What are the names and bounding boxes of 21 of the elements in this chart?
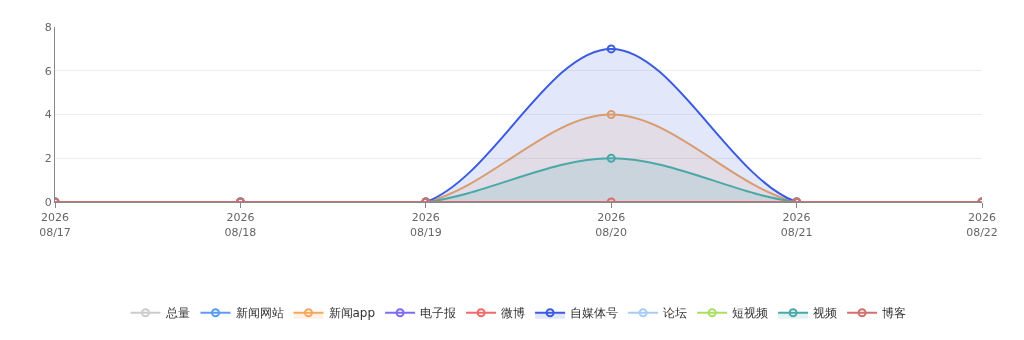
legend-label: 电子报: [420, 306, 457, 321]
y-tick-label: 8: [44, 20, 52, 34]
y-tick-label: 2: [44, 152, 52, 166]
y-tick-label: 6: [44, 64, 52, 78]
x-tick-label: 2026 08/20: [595, 211, 628, 239]
legend-label: 论坛: [663, 306, 688, 321]
x-tick-label: 2026 08/17: [39, 211, 71, 239]
legend-label: 新闻app: [328, 306, 376, 321]
legend-label: 自媒体号: [570, 306, 619, 321]
y-tick-label: 4: [44, 108, 52, 122]
legend-label: 视频: [813, 306, 838, 321]
legend-label: 微博: [501, 306, 526, 321]
x-tick-label: 2026 08/18: [224, 211, 257, 239]
legend-label: 新闻网站: [235, 306, 284, 321]
legend-label: 短视频: [732, 306, 769, 321]
x-tick-label: 2026 08/19: [409, 211, 442, 239]
y-tick-label: 0: [44, 195, 52, 209]
x-tick-label: 2026 08/21: [780, 211, 813, 239]
legend-label: 总量: [164, 306, 190, 321]
x-tick-label: 2026 08/22: [966, 211, 998, 239]
legend-label: 博客: [882, 306, 907, 321]
